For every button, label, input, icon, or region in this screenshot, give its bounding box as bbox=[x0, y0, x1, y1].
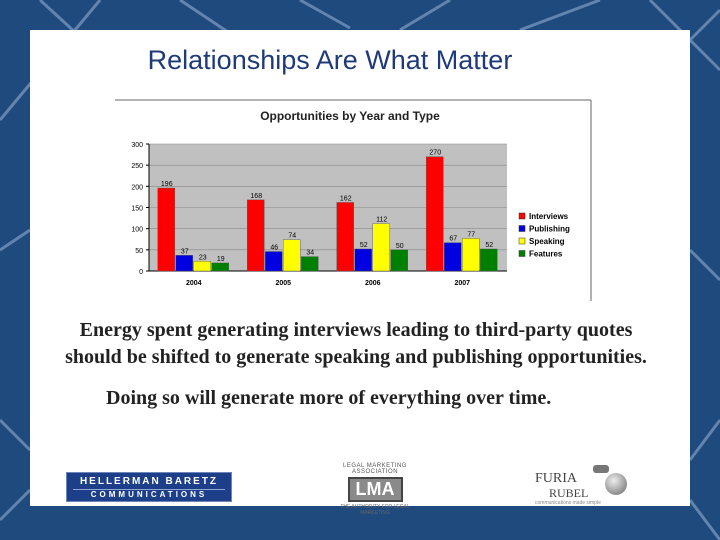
y-tick-label: 100 bbox=[131, 227, 143, 234]
globe-icon bbox=[605, 473, 627, 495]
bar-speaking-2007 bbox=[462, 238, 480, 272]
fr-logo-tagline: communications made simple bbox=[535, 500, 601, 506]
bar-interviews-2004 bbox=[157, 187, 175, 272]
bar-speaking-2005 bbox=[283, 239, 301, 272]
chart-svg: Opportunities by Year and Type 0 50 100 150 2… bbox=[115, 99, 592, 301]
hellerman-baretz-logo: HELLERMAN BARETZ COMMUNICATIONS bbox=[66, 472, 232, 502]
data-label: 50 bbox=[396, 243, 404, 250]
lma-logo: LEGAL MARKETING ASSOCIATION LMA THE AUTH… bbox=[330, 463, 420, 516]
data-label: 52 bbox=[485, 242, 493, 249]
legend-swatch bbox=[518, 237, 526, 245]
legend-swatch bbox=[518, 225, 526, 232]
bar-features-2007 bbox=[480, 248, 498, 272]
data-label: 23 bbox=[199, 254, 207, 261]
chart: Opportunities by Year and Type 0 50 100 150 2… bbox=[115, 98, 595, 303]
bar-publishing-2004 bbox=[175, 255, 193, 272]
y-tick-label: 0 bbox=[139, 269, 143, 276]
legend-label: Interviews bbox=[529, 212, 569, 221]
y-tick-label: 150 bbox=[131, 206, 143, 213]
hb-logo-line1: HELLERMAN BARETZ bbox=[79, 476, 219, 487]
fr-logo-line2: RUBEL bbox=[549, 486, 589, 500]
x-tick-label: 2006 bbox=[365, 280, 381, 287]
data-label: 196 bbox=[161, 181, 173, 188]
bar-speaking-2006 bbox=[372, 223, 390, 272]
y-tick-label: 250 bbox=[131, 163, 143, 170]
legend-label: Publishing bbox=[529, 225, 570, 234]
chart-title: Opportunities by Year and Type bbox=[260, 109, 440, 123]
furia-rubel-logo: FURIA RUBEL communications made simple bbox=[535, 465, 645, 506]
bar-features-2005 bbox=[301, 256, 319, 272]
bar-interviews-2007 bbox=[426, 156, 444, 272]
data-label: 34 bbox=[306, 250, 314, 257]
x-tick-label: 2005 bbox=[275, 280, 291, 287]
data-label: 37 bbox=[181, 248, 189, 255]
data-label: 46 bbox=[270, 245, 278, 252]
paragraph-2: Doing so will generate more of everythin… bbox=[106, 387, 552, 409]
legend-swatch bbox=[518, 250, 526, 257]
bar-speaking-2004 bbox=[193, 261, 211, 272]
data-label: 19 bbox=[217, 256, 225, 263]
phone-icon bbox=[593, 465, 609, 473]
y-tick-label: 50 bbox=[135, 248, 143, 255]
y-tick-label: 300 bbox=[131, 142, 143, 149]
data-label: 168 bbox=[250, 193, 262, 200]
data-label: 270 bbox=[429, 150, 441, 157]
lma-logo-mark: LMA bbox=[347, 477, 403, 502]
bar-features-2004 bbox=[211, 262, 229, 272]
data-label: 67 bbox=[449, 236, 457, 243]
bar-features-2006 bbox=[390, 249, 408, 272]
y-tick-label: 200 bbox=[131, 184, 143, 191]
slide-title: Relationships Are What Matter bbox=[147, 45, 513, 75]
hb-logo-line2: COMMUNICATIONS bbox=[73, 489, 225, 500]
legend-label: Speaking bbox=[529, 237, 565, 246]
lma-logo-top: LEGAL MARKETING ASSOCIATION bbox=[343, 463, 407, 475]
data-label: 74 bbox=[288, 233, 296, 240]
data-label: 52 bbox=[360, 242, 368, 249]
x-tick-label: 2004 bbox=[186, 280, 202, 287]
data-label: 162 bbox=[340, 195, 352, 202]
bar-publishing-2007 bbox=[444, 242, 462, 272]
legend-swatch bbox=[518, 212, 526, 220]
data-label: 77 bbox=[467, 231, 475, 238]
slide: Relationships Are What Matter Opportunit… bbox=[30, 30, 690, 516]
body-text: Energy spent generating interviews leadi… bbox=[56, 317, 656, 412]
bar-publishing-2006 bbox=[354, 248, 372, 272]
lma-logo-bottom: THE AUTHORITY FOR LEGAL MARKETING bbox=[340, 504, 410, 516]
bar-publishing-2005 bbox=[265, 251, 283, 272]
fr-logo-line1: FURIA bbox=[535, 471, 578, 486]
data-label: 112 bbox=[376, 217, 387, 224]
paragraph-1: Energy spent generating interviews leadi… bbox=[65, 319, 647, 368]
bar-interviews-2005 bbox=[247, 199, 265, 272]
bar-interviews-2006 bbox=[336, 202, 354, 272]
legend-label: Features bbox=[529, 250, 563, 259]
x-tick-label: 2007 bbox=[454, 280, 470, 287]
